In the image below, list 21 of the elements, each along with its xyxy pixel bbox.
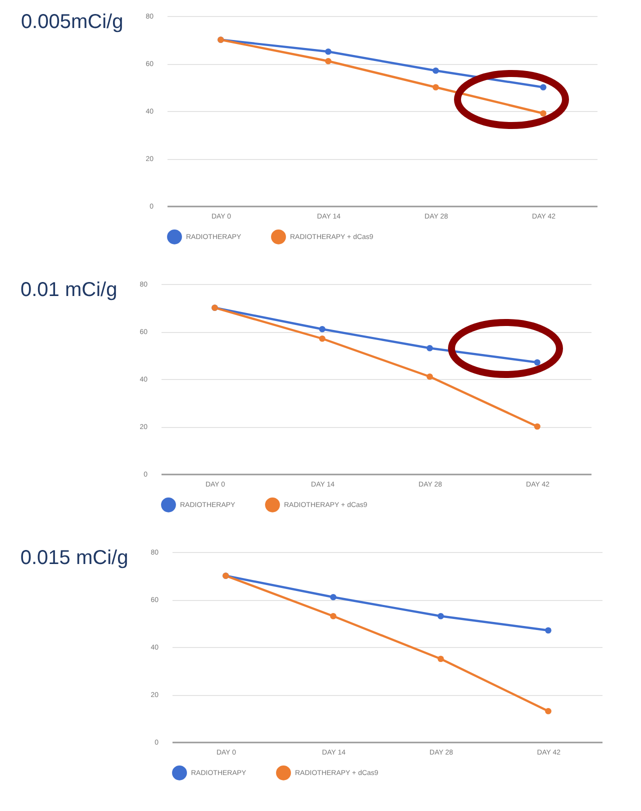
point xyxy=(438,612,444,620)
chart-title: 0.01 mCi/g xyxy=(20,279,118,301)
chart-title: 0.005mCi/g xyxy=(20,11,124,33)
chart-title: 0.015 mCi/g xyxy=(20,547,128,569)
point xyxy=(534,359,540,366)
point xyxy=(319,326,326,332)
point xyxy=(319,335,326,342)
point xyxy=(534,423,540,430)
point xyxy=(545,708,552,714)
point xyxy=(325,58,332,64)
point xyxy=(438,656,444,662)
point xyxy=(540,84,546,90)
point xyxy=(540,110,546,117)
point xyxy=(330,594,336,600)
point xyxy=(426,373,433,380)
point xyxy=(545,627,552,634)
point xyxy=(325,48,332,55)
point xyxy=(432,84,439,90)
point xyxy=(426,344,433,352)
point xyxy=(330,612,336,620)
point xyxy=(432,67,439,74)
